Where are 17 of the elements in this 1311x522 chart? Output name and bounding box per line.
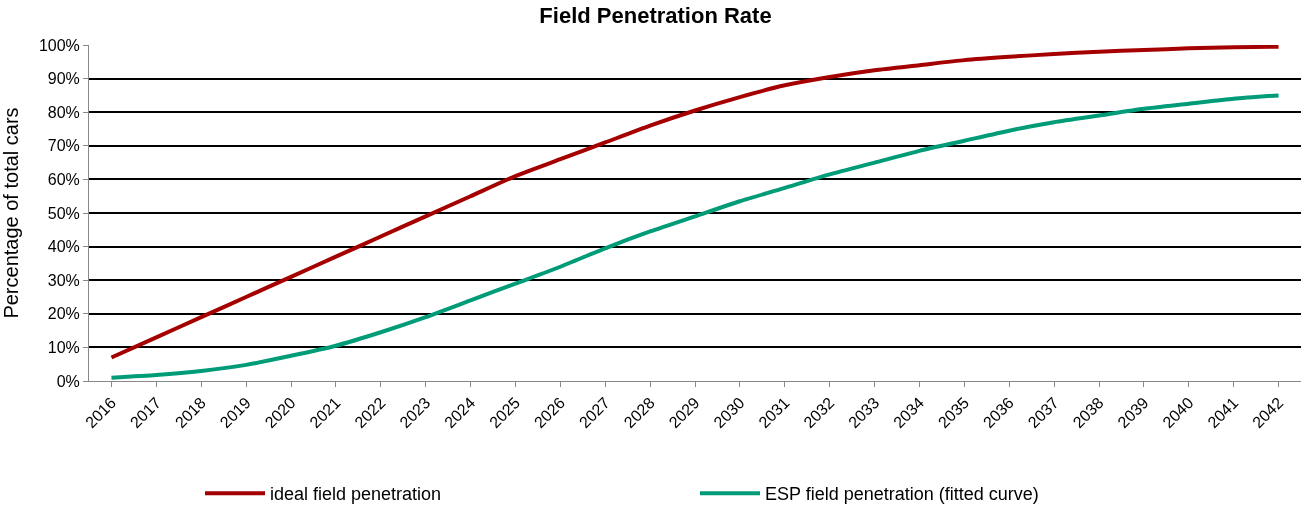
y-tick-label: 100%: [38, 36, 80, 54]
y-axis-title: Percentage of total cars: [0, 107, 22, 319]
y-tick-label: 90%: [47, 70, 80, 88]
y-tick-label: 10%: [47, 339, 80, 356]
y-tick-label: 0%: [56, 372, 80, 390]
chart-title: Field Penetration Rate: [539, 3, 772, 29]
line-series: [109, 93, 1281, 380]
y-tick-label: 20%: [47, 305, 80, 323]
y-tick-label: 80%: [47, 103, 80, 121]
y-tick-label: 50%: [47, 204, 80, 222]
line-series: [109, 45, 1281, 360]
y-tick-label: 60%: [47, 171, 80, 188]
legend-label: ESP field penetration (fitted curve): [765, 484, 1039, 505]
y-tick-label: 40%: [47, 238, 80, 256]
legend-label: ideal field penetration: [270, 484, 442, 505]
y-tick-label: 70%: [47, 137, 80, 155]
y-tick-label: 30%: [47, 271, 80, 289]
